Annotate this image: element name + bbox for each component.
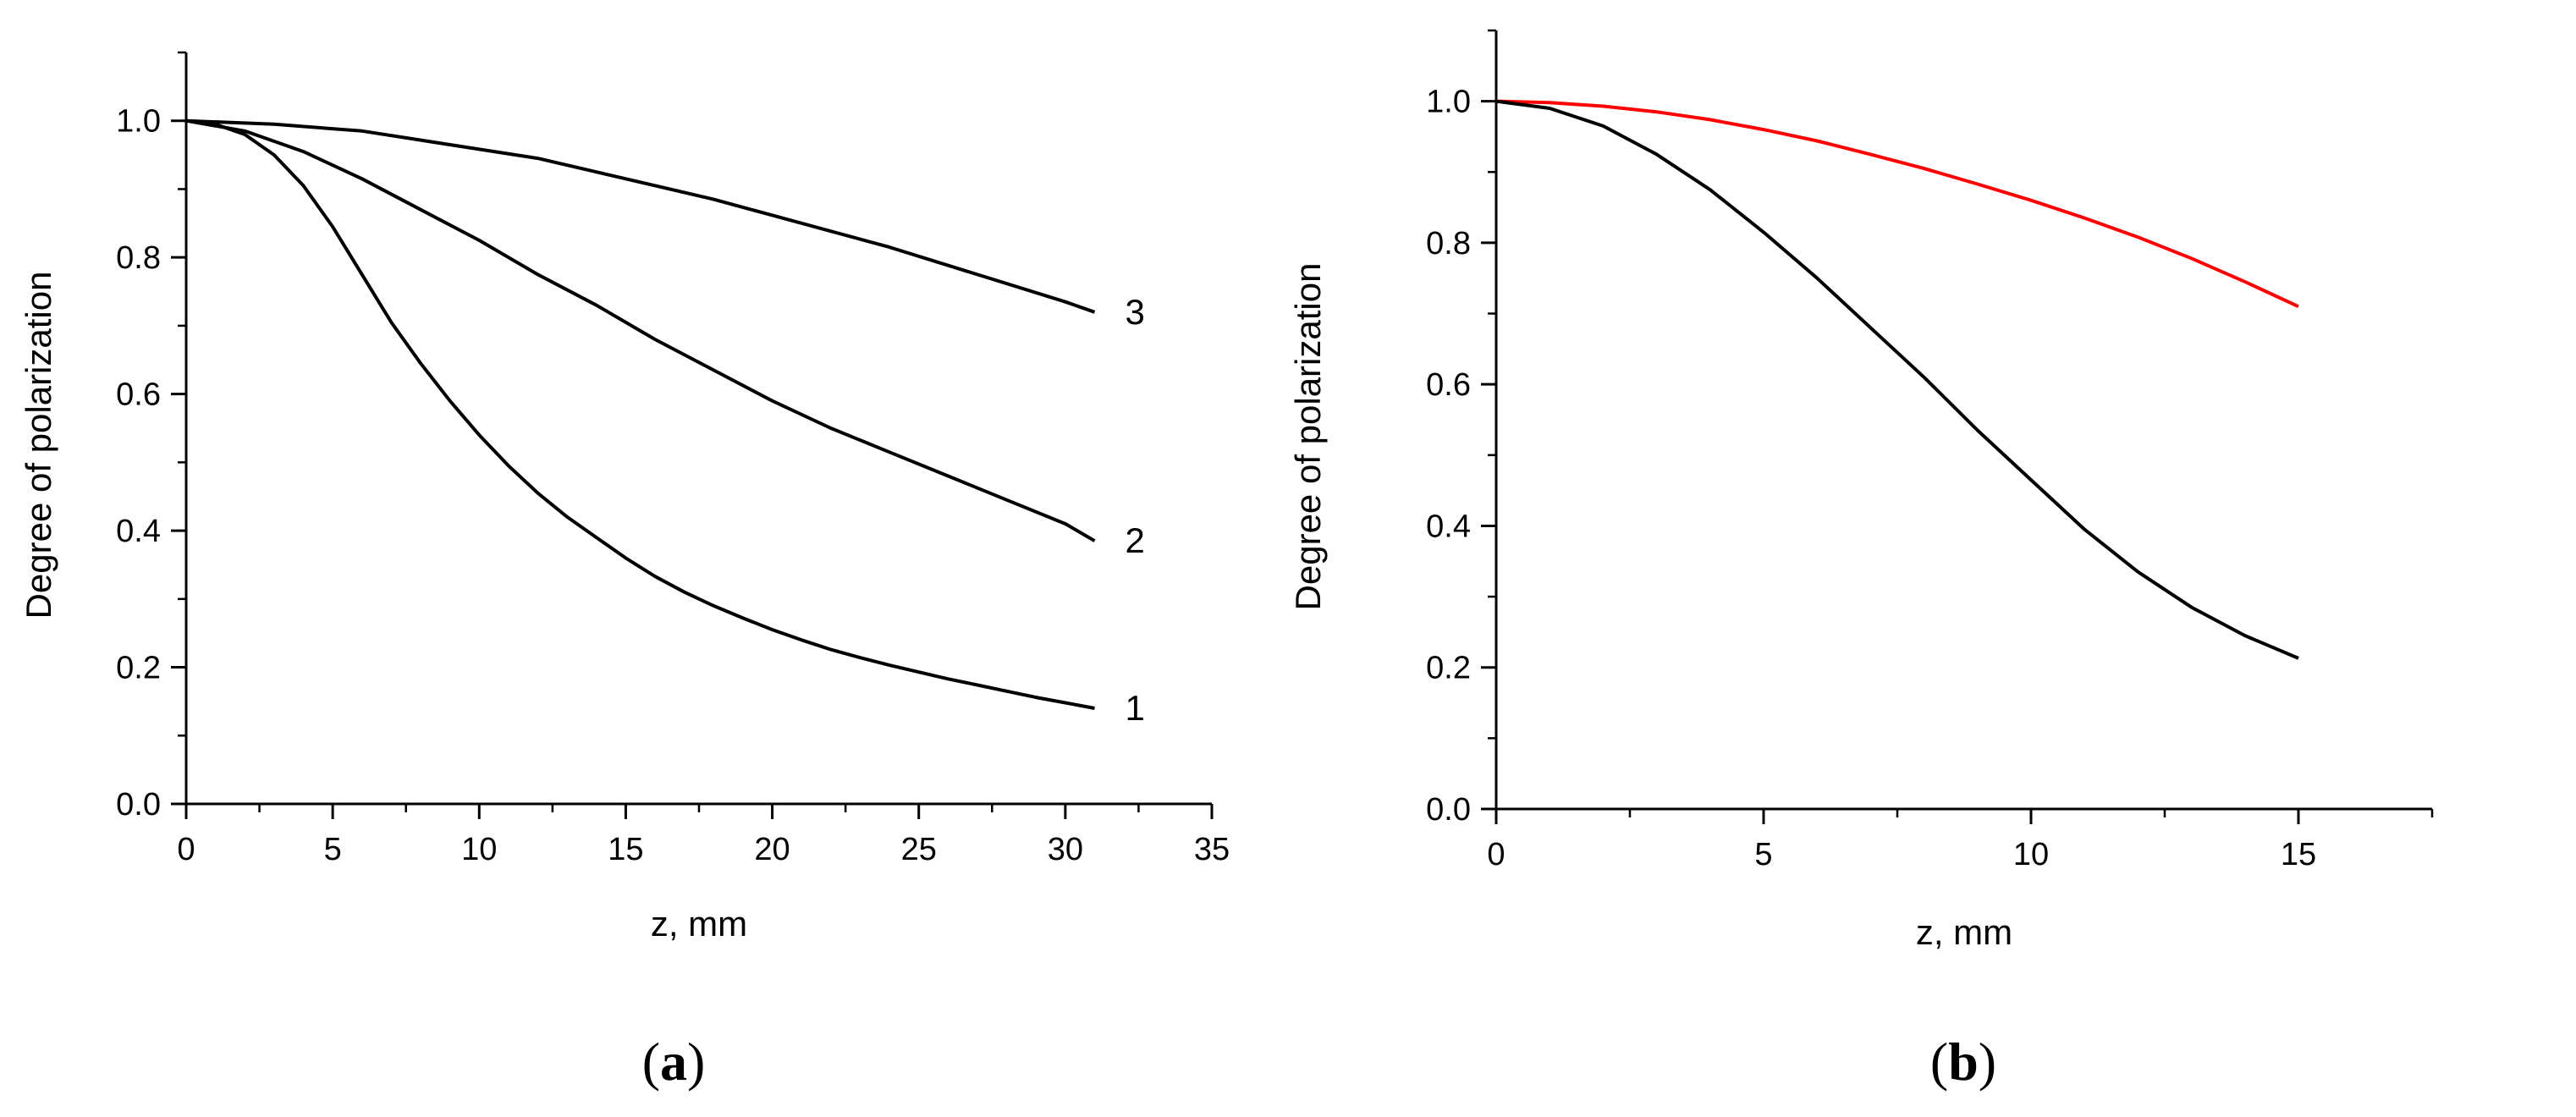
y-axis-title: Degree of polarization <box>19 272 58 619</box>
x-tick-label: 25 <box>901 832 937 867</box>
series-line-1 <box>185 118 1095 710</box>
panel-label-close: ) <box>1979 1032 1996 1092</box>
y-tick-label: 0.8 <box>1426 226 1471 261</box>
series-line-3 <box>185 118 1096 314</box>
series-label: 1 <box>1125 688 1144 728</box>
y-tick-label: 0.2 <box>116 651 161 686</box>
x-tick-label: 10 <box>2013 837 2049 872</box>
x-tick-label: 0 <box>1487 837 1505 872</box>
series-label: 3 <box>1125 292 1144 332</box>
panel-label-letter: b <box>1948 1032 1979 1092</box>
series-label: 2 <box>1125 520 1144 560</box>
y-tick-label: 0.6 <box>116 377 161 413</box>
chart-b: 0 5 10 15 0.0 0.2 0.4 0.6 0.8 1.0 z, mm Degree of p… <box>1288 29 2434 1092</box>
x-axis-title: z, mm <box>1916 912 2012 952</box>
series-line-2 <box>185 118 1096 542</box>
x-tick-label: 5 <box>1754 837 1772 872</box>
x-tick-label: 35 <box>1194 832 1230 867</box>
x-tick-label: 0 <box>177 832 195 867</box>
y-tick-label: 0.0 <box>1426 792 1471 828</box>
x-tick-label: 15 <box>2281 837 2316 872</box>
x-axis-title: z, mm <box>651 904 747 944</box>
y-tick-label: 0.2 <box>1426 651 1471 686</box>
panel-label-letter: a <box>660 1032 687 1092</box>
chart-a: 0 5 10 15 20 25 30 35 0.0 0.2 0.4 0.6 0.8 1.0 z, mm Deg… <box>19 51 1230 1092</box>
y-tick-label: 1.0 <box>1426 85 1471 120</box>
panel-label-open: ( <box>1930 1032 1948 1092</box>
series-line-2 <box>1495 99 2299 660</box>
x-tick-label: 30 <box>1048 832 1083 867</box>
panel-label: (a) <box>642 1032 706 1092</box>
y-tick-label: 0.0 <box>116 787 161 823</box>
y-tick-label: 0.4 <box>116 514 161 549</box>
panel-label-close: ) <box>687 1032 705 1092</box>
x-tick-label: 15 <box>608 832 643 867</box>
x-tick-label: 20 <box>754 832 790 867</box>
y-tick-label: 0.6 <box>1426 367 1471 403</box>
series-line-1 <box>1495 99 2299 309</box>
y-tick-label: 0.8 <box>116 240 161 276</box>
y-tick-label: 1.0 <box>116 104 161 140</box>
y-axis-title: Degree of polarization <box>1288 263 1328 611</box>
y-tick-label: 0.4 <box>1426 509 1471 544</box>
x-tick-label: 5 <box>324 832 342 867</box>
x-tick-label: 10 <box>461 832 497 867</box>
panel-label: (b) <box>1930 1032 1996 1092</box>
panel-label-open: ( <box>642 1032 660 1092</box>
